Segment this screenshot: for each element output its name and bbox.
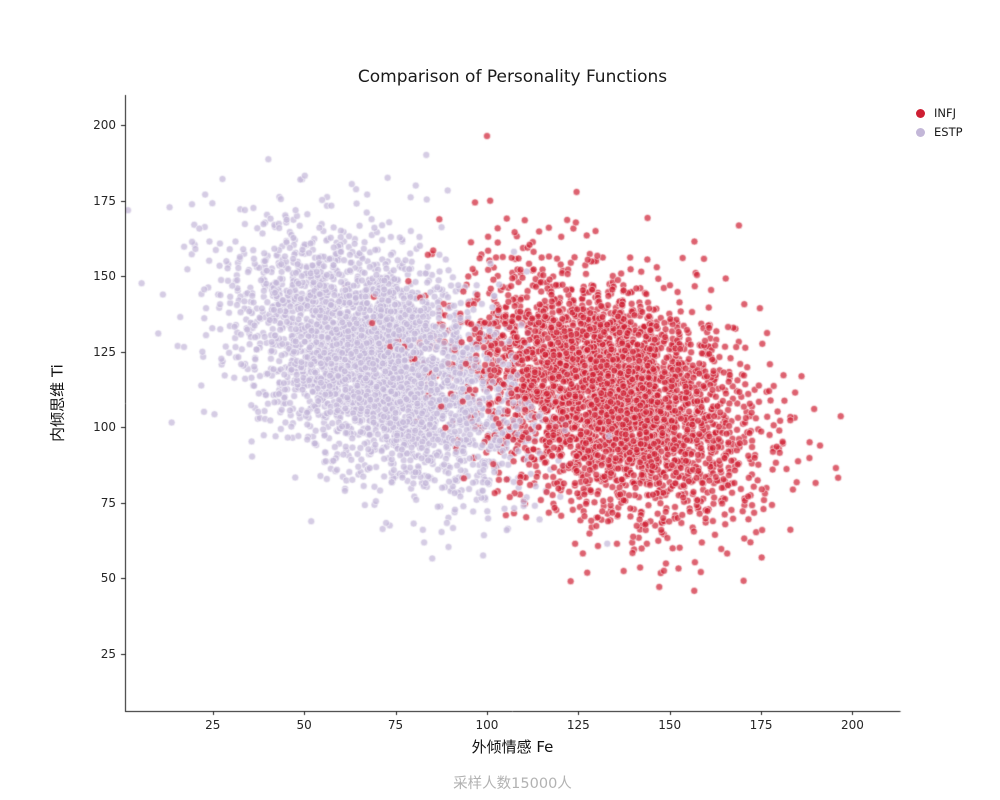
x-tick-label: 75 (387, 718, 404, 732)
sample-size-caption: 采样人数15000人 (453, 776, 572, 792)
infj-marker-icon (916, 108, 925, 118)
legend-label-infj: INFJ (934, 106, 957, 120)
legend-label-estp: ESTP (934, 125, 963, 139)
y-tick-label: 200 (93, 118, 116, 133)
estp-marker-icon (916, 127, 925, 137)
y-tick-label: 125 (93, 344, 116, 359)
x-axis-label: 外倾情感 Fe (471, 738, 554, 756)
x-tick-label: 25 (205, 718, 221, 732)
y-tick-label: 50 (100, 571, 116, 586)
x-tick-label: 125 (566, 718, 590, 732)
y-axis-label: 内倾思维 Ti (48, 364, 67, 442)
x-tick-label: 50 (296, 718, 312, 732)
y-tick-label: 75 (100, 495, 116, 510)
x-tick-label: 175 (749, 718, 773, 732)
y-tick-label: 100 (93, 420, 116, 435)
y-tick-label: 175 (93, 193, 116, 208)
legend-item-estp: ESTP (916, 125, 963, 139)
legend-item-infj: INFJ (916, 106, 963, 120)
legend: INFJ ESTP (916, 106, 963, 139)
y-tick-label: 25 (100, 646, 116, 661)
chart-title: Comparison of Personality Functions (357, 67, 668, 87)
y-tick-label: 150 (93, 269, 116, 284)
x-tick-label: 100 (475, 718, 499, 732)
x-tick-label: 200 (841, 718, 864, 732)
x-tick-label: 150 (658, 718, 682, 732)
